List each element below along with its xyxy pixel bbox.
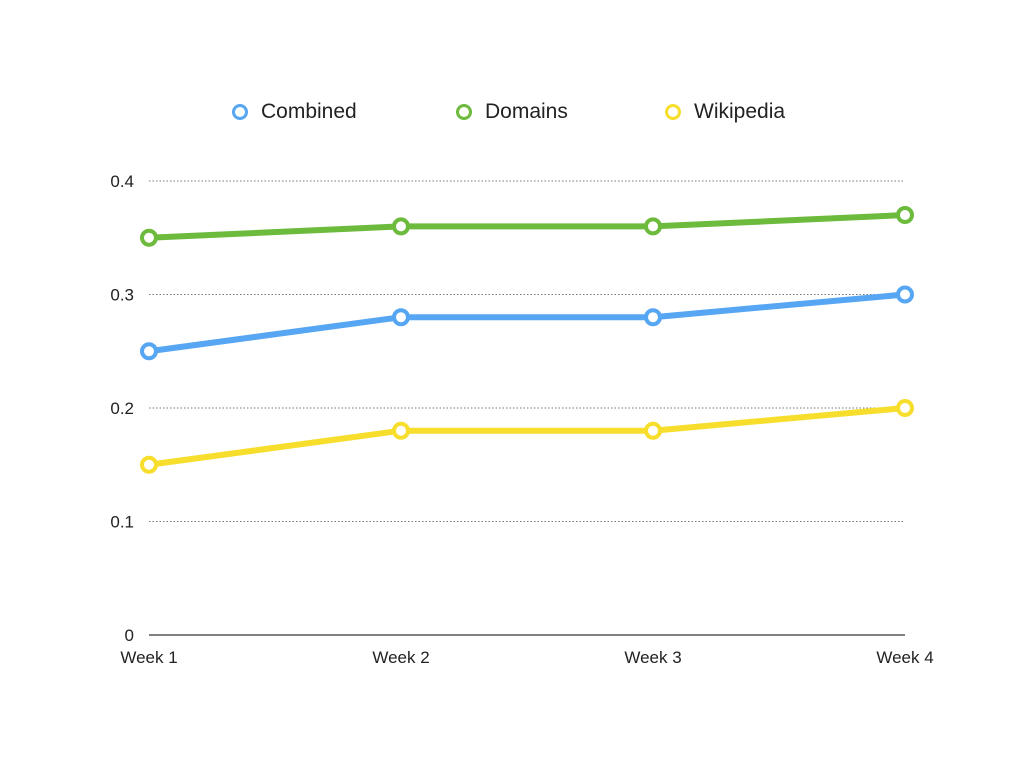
legend-label-combined: Combined xyxy=(261,100,357,123)
x-tick-label-3: Week 4 xyxy=(876,648,933,667)
data-point-combined-1 xyxy=(140,342,158,361)
legend-label-wikipedia: Wikipedia xyxy=(694,100,786,123)
data-point-domains-3 xyxy=(644,217,662,236)
legend-marker-combined xyxy=(232,104,248,120)
data-point-domains-4 xyxy=(896,206,914,225)
data-point-wikipedia-4 xyxy=(896,399,914,417)
data-point-wikipedia-1 xyxy=(140,455,158,474)
legend-marker-wikipedia xyxy=(665,104,681,120)
data-point-domains-2 xyxy=(392,217,410,236)
x-tick-label-1: Week 2 xyxy=(372,648,429,667)
y-tick-label-4: 0.4 xyxy=(110,172,134,191)
x-tick-label-0: Week 1 xyxy=(120,648,177,667)
legend: Combined Domains Wikipedia xyxy=(0,100,1024,128)
data-point-combined-4 xyxy=(896,285,914,304)
data-point-combined-2 xyxy=(392,308,410,327)
y-tick-label-2: 0.2 xyxy=(110,399,134,418)
data-point-wikipedia-2 xyxy=(392,421,410,440)
series-line-wikipedia xyxy=(146,405,908,468)
data-point-domains-1 xyxy=(140,228,158,247)
y-tick-label-0: 0 xyxy=(125,626,134,645)
y-tick-label-1: 0.1 xyxy=(110,513,134,532)
legend-item-domains: Domains xyxy=(456,100,568,124)
legend-item-combined: Combined xyxy=(232,100,357,124)
legend-item-wikipedia: Wikipedia xyxy=(665,100,785,124)
legend-marker-domains xyxy=(456,104,472,120)
series-line-combined xyxy=(146,291,908,355)
data-point-wikipedia-3 xyxy=(644,421,662,440)
y-tick-label-3: 0.3 xyxy=(110,286,134,305)
legend-label-domains: Domains xyxy=(485,100,568,123)
series-line-domains xyxy=(146,212,908,241)
data-point-combined-3 xyxy=(644,308,662,327)
x-tick-label-2: Week 3 xyxy=(624,648,681,667)
